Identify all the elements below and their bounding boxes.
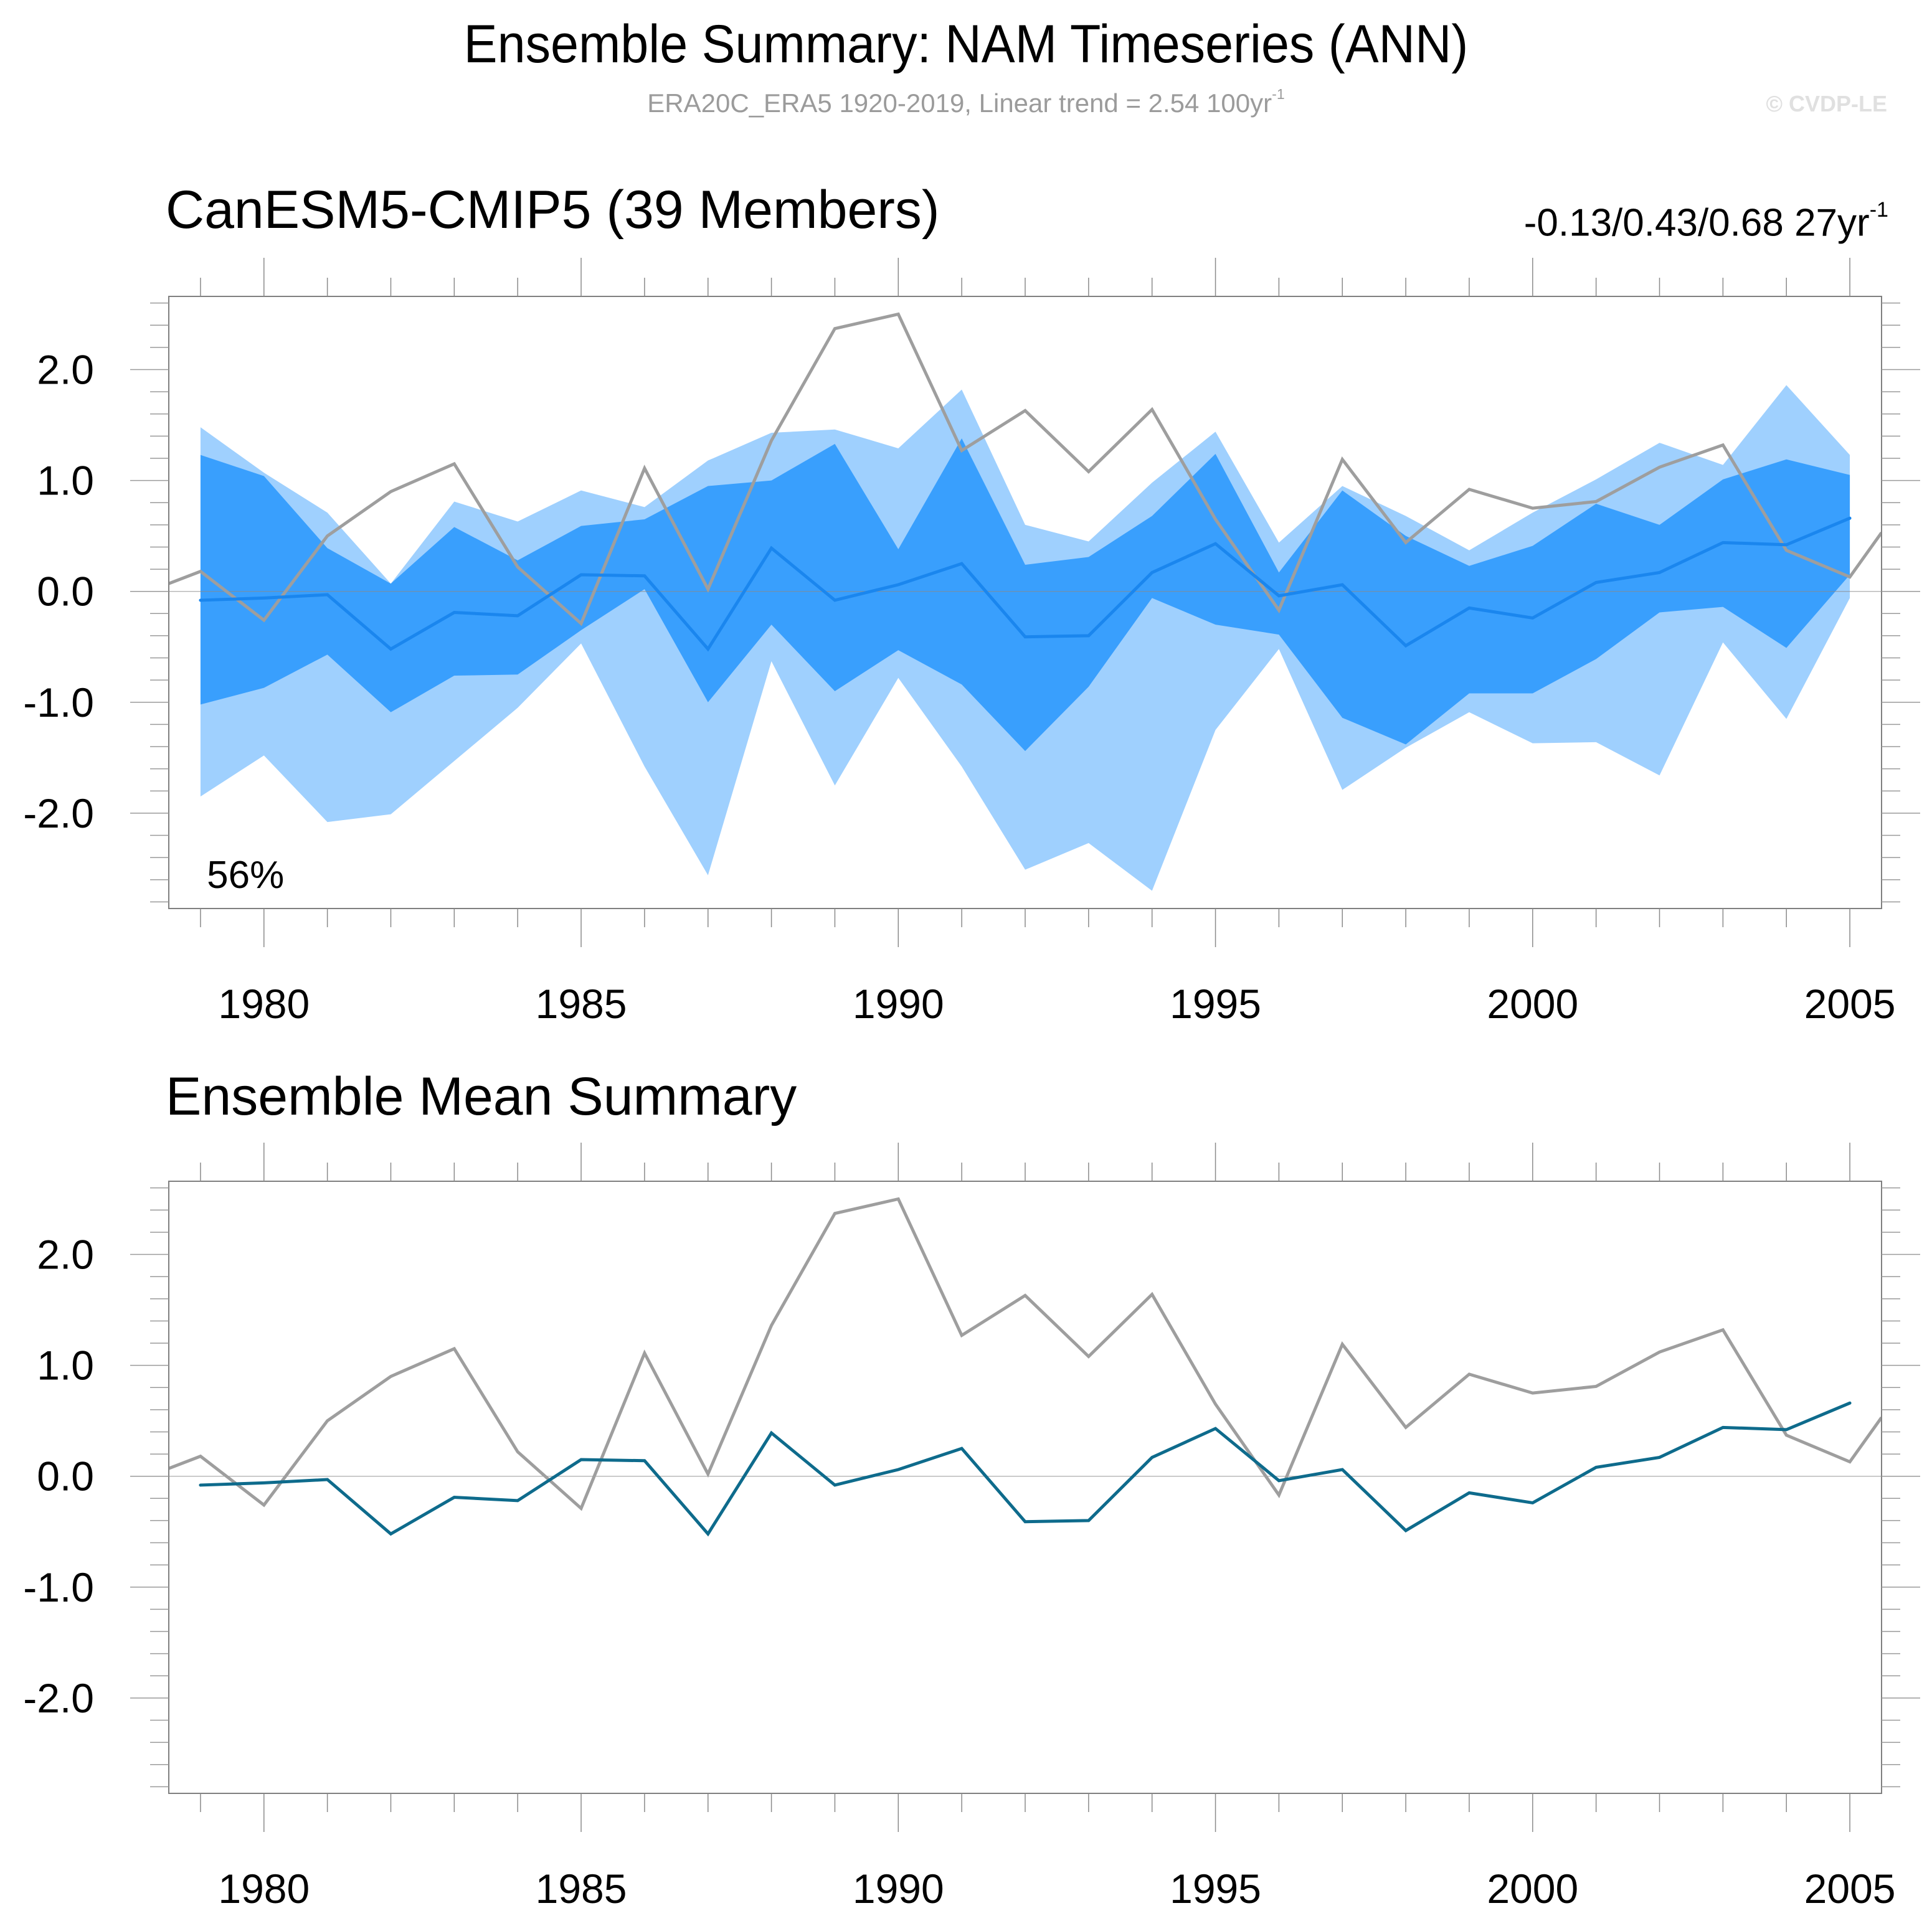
trend-stats: -0.13/0.43/0.68 27yr-1: [1524, 198, 1888, 245]
ensemble-mean-panel: 1980 1985 1990 1995 2000 2005 2.0 1.0 0.0 -1.0 -2.…: [23, 1143, 1920, 1912]
y-tick-label: 2.0: [37, 1232, 94, 1278]
y-tick-label: -2.0: [23, 1675, 94, 1721]
ensemble-mean-line: [199, 1401, 1852, 1537]
main-title: Ensemble Summary: NAM Timeseries (ANN): [463, 14, 1469, 74]
subtitle: ERA20C_ERA5 1920-2019, Linear trend = 2.…: [0, 86, 1932, 118]
subtitle-exponent: -1: [1272, 86, 1285, 102]
subtitle-text: ERA20C_ERA5 1920-2019, Linear trend = 2.…: [647, 88, 1272, 118]
y-tick-label: 1.0: [37, 458, 94, 504]
y-tick-label: -1.0: [23, 679, 94, 725]
x-tick-label: 1980: [218, 981, 310, 1027]
y-tick-label: 0.0: [37, 569, 94, 615]
plot-frame: [168, 1181, 1882, 1794]
x-tick-label: 1985: [536, 981, 627, 1027]
y-tick-label: 2.0: [37, 347, 94, 393]
trend-stats-text: -0.13/0.43/0.68 27yr: [1523, 201, 1870, 245]
y-tick-label: 0.0: [37, 1453, 94, 1499]
copyright-label: © CVDP-LE: [1766, 91, 1887, 116]
ensemble-percentile-band: [200, 438, 1850, 752]
y-tick-label: -2.0: [23, 790, 94, 836]
y-tick-label: 1.0: [37, 1343, 94, 1389]
x-tick-label: 1990: [853, 981, 944, 1027]
panel2-title: Ensemble Mean Summary: [166, 1067, 797, 1126]
x-tick-label: 2005: [1804, 981, 1896, 1027]
plot-area: [169, 312, 1882, 891]
x-tick-label: 1980: [218, 1866, 310, 1912]
x-tick-label: 1995: [1170, 1866, 1261, 1912]
x-tick-label: 1985: [536, 1866, 627, 1912]
trend-stats-exponent: -1: [1869, 198, 1888, 222]
y-tick-label: -1.0: [23, 1564, 94, 1610]
x-tick-label: 1995: [1170, 981, 1261, 1027]
x-tick-label: 2005: [1804, 1866, 1896, 1912]
x-tick-label: 1990: [853, 1866, 944, 1912]
x-tick-label: 2000: [1487, 1866, 1578, 1912]
percent-annotation: 56%: [207, 854, 284, 897]
observed-line: [169, 1197, 1882, 1511]
ensemble-mean-line: [199, 516, 1852, 652]
ensemble-spread-panel: 1980 1985 1990 1995 2000 2005 2.0 1.0 0.0 -1.0 -2.…: [23, 258, 1920, 1027]
plot-area: [169, 1197, 1882, 1537]
x-tick-label: 2000: [1487, 981, 1578, 1027]
panel1-title: CanESM5-CMIP5 (39 Members): [166, 180, 940, 240]
observed-line: [169, 312, 1882, 626]
